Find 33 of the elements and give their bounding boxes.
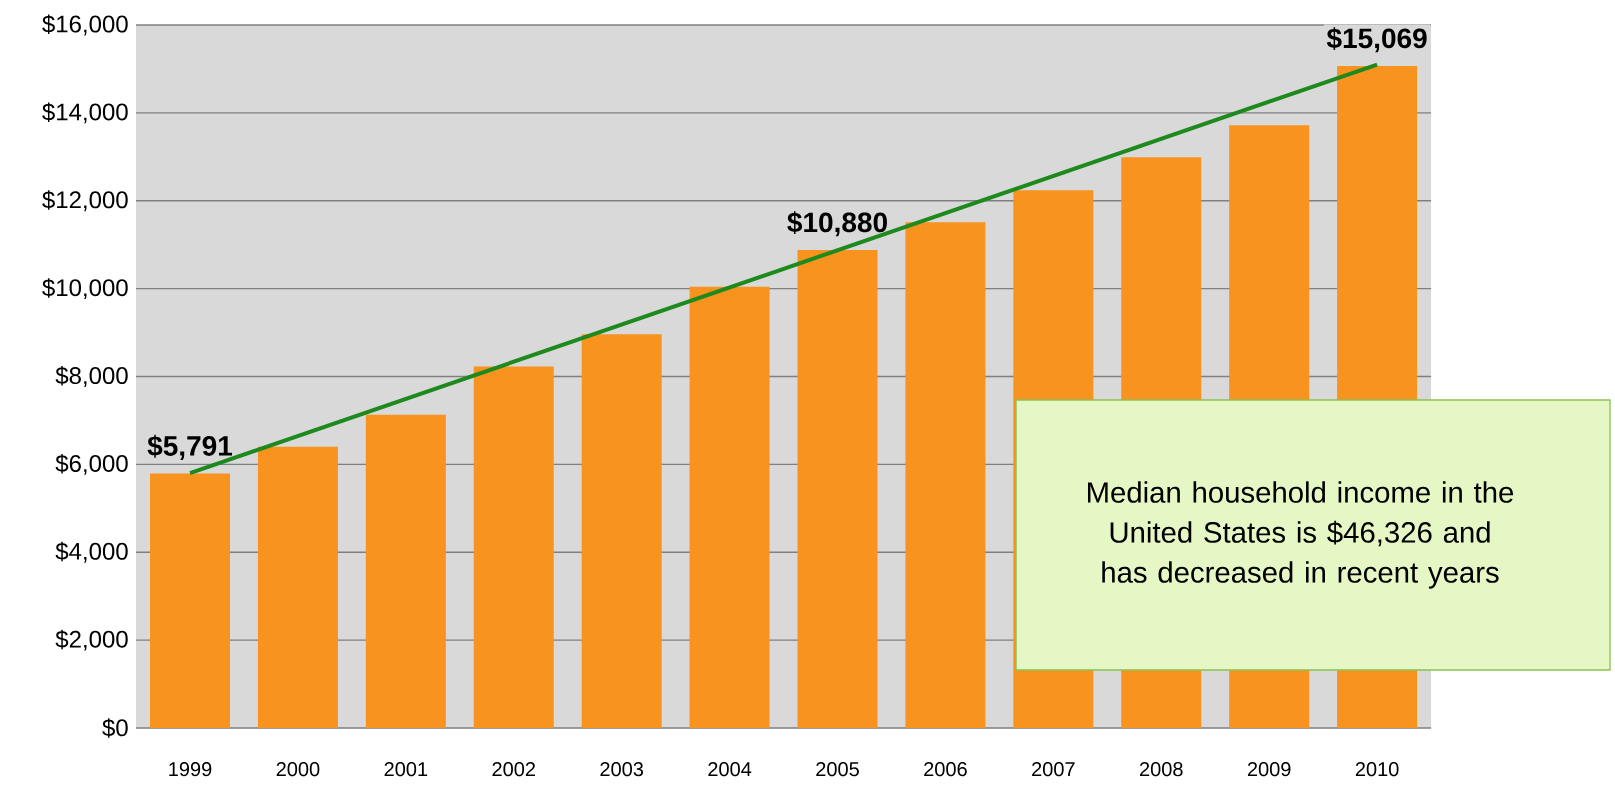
bar [473,366,554,728]
y-tick-label: $12,000 [42,190,128,212]
x-tick-label: 2002 [492,762,535,777]
y-tick-label: $10,000 [42,278,128,300]
data-label: $5,791 [147,434,233,460]
y-tick-label: $4,000 [55,541,128,563]
x-tick-label: 2007 [1032,762,1075,777]
data-label: $10,880 [787,211,887,237]
bar [581,334,662,728]
x-tick-label: 2005 [816,762,859,777]
y-tick-label: $6,000 [55,453,128,475]
bar [797,249,878,728]
x-tick-label: 2006 [924,762,967,777]
bar [257,446,338,728]
x-tick-label: 2004 [708,762,752,777]
y-tick-label: $2,000 [55,629,128,651]
data-label: $15,069 [1326,27,1427,53]
x-tick-label: 2000 [276,762,320,777]
x-tick-label: 2008 [1140,762,1183,777]
bar [905,222,986,728]
y-tick-label: $16,000 [42,14,128,36]
bar [365,414,446,728]
x-tick-label: 2003 [600,762,644,777]
y-tick-label: $14,000 [42,102,128,124]
x-tick-label: 2010 [1355,762,1399,777]
y-tick-label: $0 [102,718,128,738]
bar [689,286,770,728]
x-tick-label: 1999 [169,762,212,777]
bar [150,473,230,728]
y-tick-label: $8,000 [55,366,128,387]
x-tick-label: 2001 [384,762,428,777]
x-tick-label: 2009 [1247,762,1291,777]
annotation: Median household income in the United States is $46,326 and has decreased in recent years [1087,481,1514,589]
